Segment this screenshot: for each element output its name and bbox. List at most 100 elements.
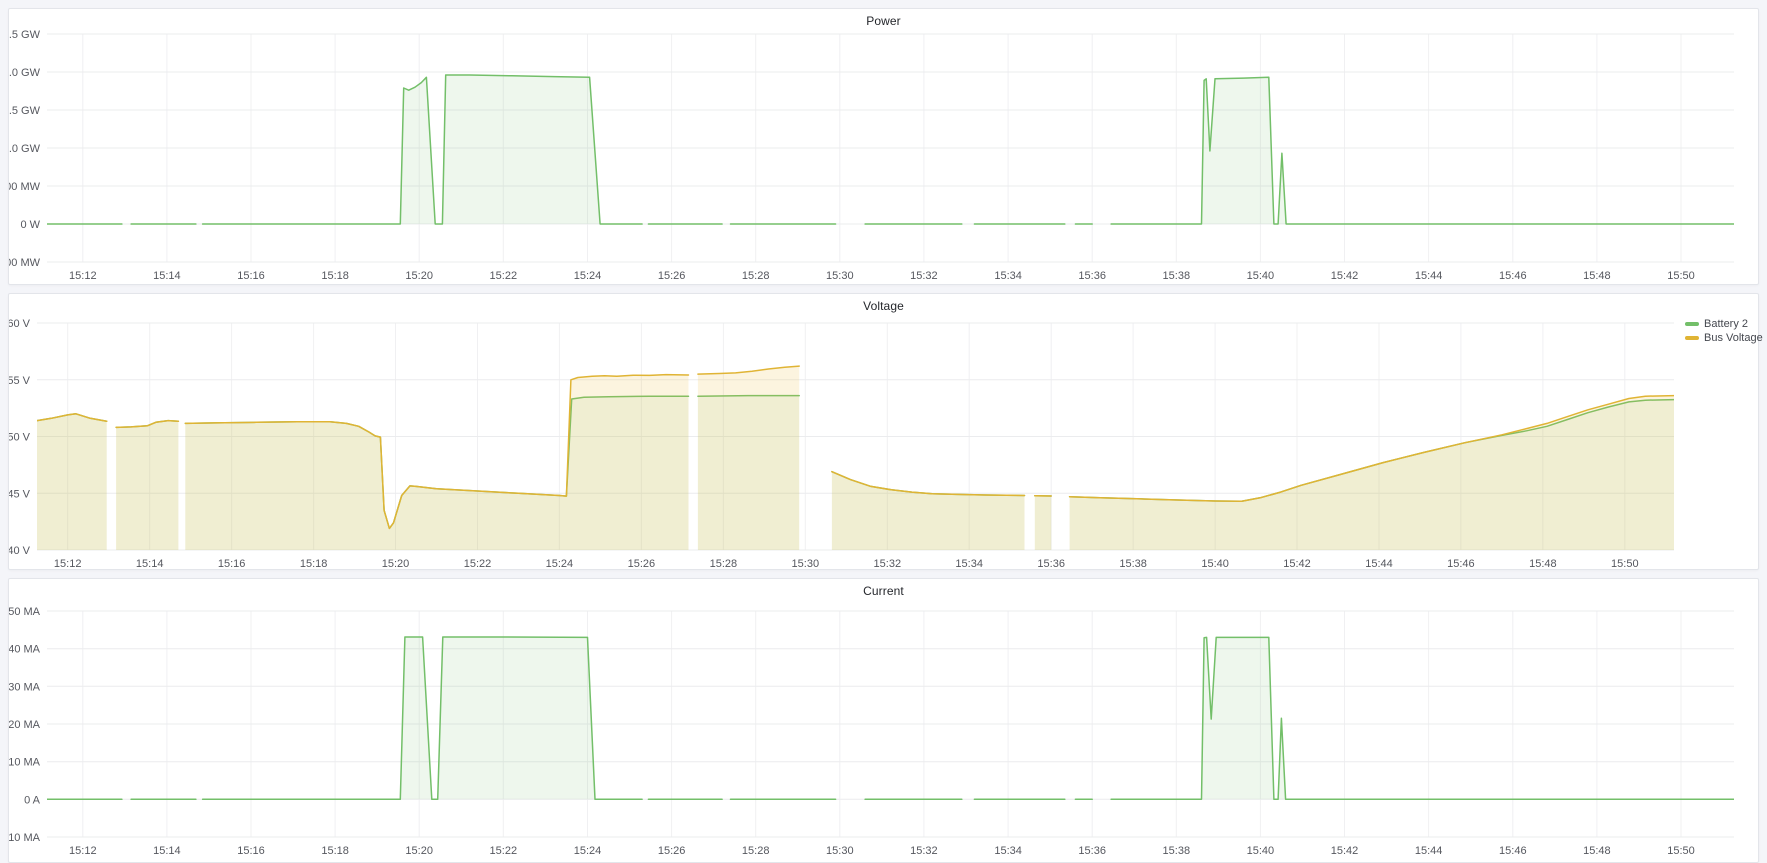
x-tick-label: 15:36 — [1037, 558, 1065, 569]
x-tick-label: 15:14 — [153, 845, 181, 857]
series-line — [201, 636, 643, 801]
series-area — [831, 471, 1025, 550]
x-tick-label: 15:48 — [1583, 845, 1611, 857]
x-tick-label: 15:38 — [1163, 270, 1191, 282]
series-area — [1069, 399, 1674, 550]
x-tick-label: 15:50 — [1611, 558, 1639, 569]
series-area — [1111, 77, 1734, 224]
x-tick-label: 15:38 — [1163, 845, 1191, 857]
legend-swatch — [1685, 322, 1699, 326]
series-area — [697, 366, 800, 550]
series-line — [697, 365, 800, 375]
x-tick-label: 15:26 — [658, 270, 686, 282]
x-tick-label: 15:12 — [69, 845, 97, 857]
y-tick-label: 60 V — [9, 318, 31, 330]
y-tick-label: 0 W — [20, 219, 40, 231]
x-tick-label: 15:22 — [490, 845, 518, 857]
x-tick-label: 15:50 — [1667, 270, 1695, 282]
y-tick-label: -500 MW — [9, 257, 41, 269]
series-area — [202, 75, 643, 224]
series-area — [1034, 495, 1052, 550]
series-area — [37, 413, 107, 550]
x-tick-label: 15:20 — [382, 558, 410, 569]
series-area — [185, 374, 689, 550]
x-tick-label: 15:30 — [792, 558, 820, 569]
series-area — [831, 471, 1025, 550]
x-tick-label: 15:30 — [826, 270, 854, 282]
series-area — [1111, 637, 1734, 800]
x-tick-label: 15:22 — [464, 558, 492, 569]
y-tick-label: 500 MW — [9, 181, 41, 193]
current-panel: Current 15:12 15:14 15:16 15:18 15:20 15:22 15… — [8, 578, 1759, 863]
x-tick-label: 15:44 — [1415, 270, 1443, 282]
x-tick-label: 15:48 — [1583, 270, 1611, 282]
power-chart-canvas[interactable]: 15:12 15:14 15:16 15:18 15:20 15:22 15:24 15:26… — [9, 9, 1758, 284]
x-tick-label: 15:16 — [237, 845, 265, 857]
y-tick-label: 10 MA — [9, 757, 41, 769]
panel-title-power[interactable]: Power — [866, 14, 901, 28]
x-tick-label: 15:44 — [1365, 558, 1393, 569]
x-tick-label: 15:14 — [136, 558, 164, 569]
x-tick-label: 15:24 — [546, 558, 574, 569]
current-chart-canvas[interactable]: 15:12 15:14 15:16 15:18 15:20 15:22 15:24 15:26… — [9, 579, 1758, 862]
y-tick-label: 50 MA — [9, 606, 41, 618]
series-line — [1110, 76, 1734, 225]
x-tick-label: 15:16 — [218, 558, 246, 569]
x-tick-label: 15:46 — [1499, 845, 1527, 857]
y-tick-label: -10 MA — [9, 832, 41, 844]
series-line — [115, 419, 180, 429]
series-area — [1034, 495, 1052, 550]
panel-title-current[interactable]: Current — [863, 584, 904, 598]
x-tick-label: 15:12 — [69, 270, 97, 282]
x-tick-label: 15:24 — [574, 270, 602, 282]
x-tick-label: 15:42 — [1283, 558, 1311, 569]
y-tick-label: 45 V — [9, 488, 31, 500]
y-tick-label: 50 V — [9, 432, 31, 444]
x-tick-label: 15:40 — [1247, 845, 1275, 857]
panel-title-voltage[interactable]: Voltage — [863, 299, 904, 313]
x-tick-label: 15:18 — [300, 558, 328, 569]
x-tick-label: 15:34 — [994, 845, 1022, 857]
legend-item-bus-voltage[interactable]: Bus Voltage — [1685, 332, 1763, 344]
legend-item-battery-2[interactable]: Battery 2 — [1685, 318, 1763, 330]
y-tick-label: 55 V — [9, 375, 31, 387]
x-tick-label: 15:28 — [742, 845, 770, 857]
x-tick-label: 15:34 — [955, 558, 983, 569]
voltage-panel: Voltage 15:12 15:14 15:16 15:18 15:20 15:22 15… — [8, 293, 1763, 570]
x-tick-label: 15:42 — [1331, 845, 1359, 857]
y-tick-label: 2.0 GW — [9, 67, 41, 79]
x-tick-label: 15:24 — [574, 845, 602, 857]
x-tick-label: 15:22 — [490, 270, 518, 282]
series-line — [1068, 394, 1674, 502]
x-tick-label: 15:20 — [405, 270, 433, 282]
legend-swatch — [1685, 336, 1699, 340]
x-tick-label: 15:40 — [1247, 270, 1275, 282]
y-tick-label: 2.5 GW — [9, 29, 41, 41]
voltage-chart-canvas[interactable]: 15:12 15:14 15:16 15:18 15:20 15:22 15:24 15:26… — [9, 294, 1758, 569]
legend-label: Bus Voltage — [1704, 332, 1763, 344]
x-tick-label: 15:16 — [237, 270, 265, 282]
series-line — [1110, 636, 1734, 801]
x-tick-label: 15:44 — [1415, 845, 1443, 857]
y-tick-label: 1.0 GW — [9, 143, 41, 155]
x-tick-label: 15:46 — [1447, 558, 1475, 569]
series-line — [201, 74, 643, 225]
x-tick-label: 15:46 — [1499, 270, 1527, 282]
series-area — [202, 637, 643, 800]
x-tick-label: 15:48 — [1529, 558, 1557, 569]
series-area — [697, 395, 800, 550]
x-tick-label: 15:12 — [54, 558, 82, 569]
x-tick-label: 15:32 — [874, 558, 902, 569]
series-area — [185, 396, 689, 550]
power-panel: Power 15:12 15:14 15:16 15:18 15:20 15:22 15:2… — [8, 8, 1759, 285]
series-line — [37, 413, 108, 422]
y-tick-label: 30 MA — [9, 681, 41, 693]
y-tick-label: 20 MA — [9, 719, 41, 731]
series-area — [116, 420, 179, 550]
x-tick-label: 15:42 — [1331, 270, 1359, 282]
y-tick-label: 40 MA — [9, 644, 41, 656]
x-tick-label: 15:26 — [658, 845, 686, 857]
legend-label: Battery 2 — [1704, 318, 1749, 330]
y-tick-label: 0 A — [24, 794, 41, 806]
